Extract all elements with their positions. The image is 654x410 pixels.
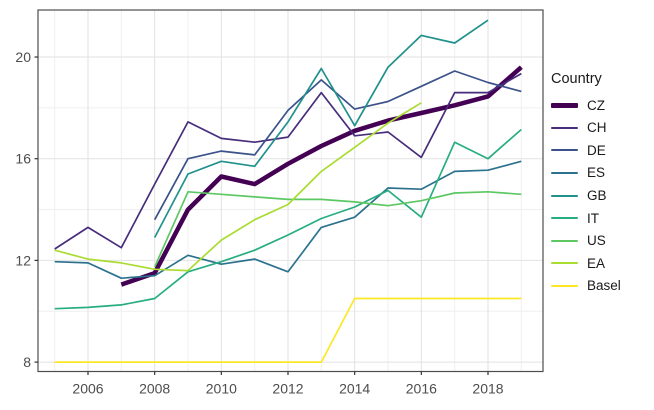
x-axis-tick-label: 2006 — [72, 381, 103, 397]
y-axis-tick-label: 16 — [15, 151, 31, 167]
legend-item-EA: EA — [551, 252, 621, 275]
legend-line-swatch-IT — [551, 217, 578, 220]
series-line-ES — [54, 160, 522, 280]
legend-line-swatch-CH — [551, 126, 578, 129]
x-axis-tick-label: 2016 — [406, 381, 437, 397]
legend-item-IT: IT — [551, 207, 621, 230]
legend-label-ES: ES — [587, 165, 606, 181]
legend-title: Country — [551, 71, 602, 87]
series-line-CH — [54, 72, 522, 250]
y-axis-labels: 8 12 16 20 — [15, 49, 31, 370]
series-line-IT — [54, 128, 522, 310]
legend-item-US: US — [551, 230, 621, 253]
legend-line-swatch-CZ — [551, 102, 578, 108]
y-axis-tick-label: 20 — [15, 49, 31, 65]
legend-line-swatch-DE — [551, 149, 578, 152]
legend-label-IT: IT — [587, 210, 599, 226]
legend-items: CZ CH DE ES GB IT US EA Basel — [551, 94, 621, 297]
legend-line-swatch-ES — [551, 172, 578, 175]
series-line-EA — [54, 102, 422, 272]
y-axis-tick-label: 8 — [23, 354, 31, 370]
legend-label-US: US — [587, 233, 606, 249]
legend-label-CZ: CZ — [587, 97, 605, 113]
x-axis-labels: 2006 2008 2010 2012 2014 2016 2018 — [72, 381, 503, 397]
series-line-Basel — [54, 297, 522, 363]
legend: Country CZ CH DE ES GB IT US EA Basel — [551, 71, 621, 297]
x-axis-tick-label: 2008 — [139, 381, 170, 397]
legend-item-CH: CH — [551, 117, 621, 140]
panel-border — [37, 9, 544, 373]
legend-line-swatch-US — [551, 239, 578, 242]
series-line-GB — [153, 19, 489, 238]
legend-line-swatch-GB — [551, 194, 578, 197]
legend-label-Basel: Basel — [587, 278, 621, 294]
series-line-US — [153, 190, 522, 268]
series-line-CZ — [120, 65, 523, 287]
axis-ticks — [34, 56, 489, 375]
legend-item-ES: ES — [551, 162, 621, 185]
x-axis-tick-label: 2010 — [206, 381, 237, 397]
legend-item-CZ: CZ — [551, 94, 621, 117]
x-axis-tick-label: 2018 — [472, 381, 503, 397]
panel-background — [38, 10, 543, 372]
legend-item-DE: DE — [551, 139, 621, 162]
x-axis-tick-label: 2012 — [272, 381, 303, 397]
series-line-DE — [153, 70, 522, 221]
legend-item-Basel: Basel — [551, 275, 621, 298]
legend-label-DE: DE — [587, 142, 606, 158]
x-axis-tick-label: 2014 — [339, 381, 370, 397]
legend-label-GB: GB — [587, 187, 607, 203]
y-axis-tick-label: 12 — [15, 252, 31, 268]
legend-item-GB: GB — [551, 184, 621, 207]
legend-line-swatch-EA — [551, 262, 578, 265]
legend-label-EA: EA — [587, 255, 606, 271]
series-lines — [54, 19, 523, 363]
legend-label-CH: CH — [587, 120, 607, 136]
legend-line-swatch-Basel — [551, 285, 578, 288]
